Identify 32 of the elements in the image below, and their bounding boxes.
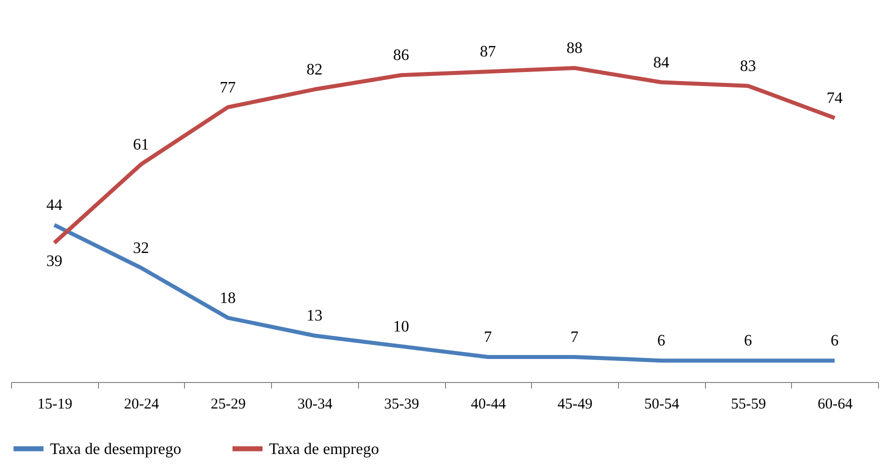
data-label: 7	[484, 329, 492, 346]
data-label: 88	[566, 40, 583, 57]
data-label: 77	[220, 79, 236, 96]
x-tick-label: 60-64	[818, 396, 854, 412]
data-label: 87	[480, 44, 496, 61]
data-label: 74	[826, 90, 843, 107]
x-tick-label: 15-19	[37, 396, 72, 412]
data-label: 7	[570, 329, 579, 346]
x-tick-label: 35-39	[384, 396, 420, 412]
x-tick-label: 40-44	[470, 396, 506, 412]
legend-label: Taxa de desemprego	[50, 440, 182, 458]
data-label: 39	[46, 252, 62, 270]
data-label: 84	[653, 54, 670, 72]
x-tick-label: 30-34	[297, 396, 333, 412]
data-label: 83	[740, 58, 756, 75]
data-label: 6	[744, 332, 752, 350]
data-label: 6	[657, 332, 666, 350]
data-label: 13	[306, 308, 322, 325]
x-tick-label: 20-24	[124, 396, 160, 412]
data-label: 6	[830, 332, 839, 350]
x-tick-label: 45-49	[558, 396, 593, 412]
data-label: 44	[46, 197, 62, 214]
x-tick-label: 50-54	[644, 396, 680, 412]
legend-label: Taxa de emprego	[269, 440, 379, 458]
data-label: 86	[393, 47, 410, 64]
x-tick-label: 55-59	[730, 396, 766, 412]
x-tick-label: 25-29	[210, 396, 246, 412]
data-label: 61	[133, 136, 150, 154]
data-label: 82	[306, 61, 322, 78]
data-label: 32	[133, 240, 150, 257]
data-label: 18	[220, 290, 236, 307]
data-label: 10	[393, 318, 410, 336]
